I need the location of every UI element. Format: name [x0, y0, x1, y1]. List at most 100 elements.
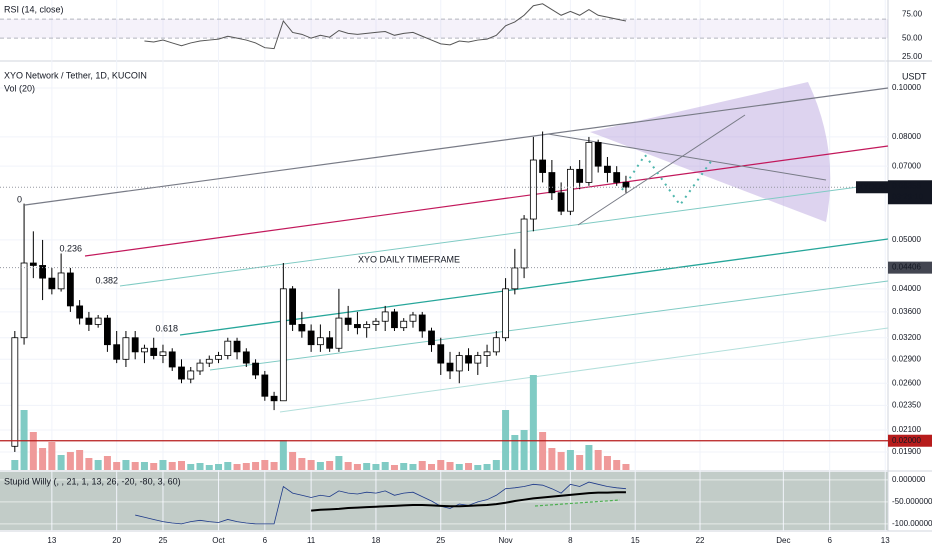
candle-body	[261, 374, 269, 397]
y-tick-label: 25.00	[902, 52, 923, 61]
fib-label: 0.382	[95, 275, 118, 285]
volume-bar	[400, 463, 408, 470]
price-tag-label: 0.04406	[892, 263, 921, 272]
y-tick-label: 0.05000	[892, 235, 921, 244]
volume-bar	[603, 456, 611, 470]
candle-body	[242, 351, 250, 364]
candle-body	[20, 262, 28, 339]
volume-bar	[66, 452, 74, 470]
x-tick-label: 22	[696, 536, 705, 545]
volume-bar	[233, 464, 241, 470]
countdown: 03:29:10	[892, 192, 924, 201]
candle-body	[529, 159, 537, 220]
x-tick-label: 6	[827, 536, 832, 545]
volume-bar	[585, 445, 593, 470]
candle-body	[446, 362, 454, 372]
axes: 13 20 25 Oct 6 11 18 25 Nov 8 15 22 Dec 6 13 0.10000 0.0…	[47, 9, 932, 545]
x-tick-label: 18	[371, 536, 380, 545]
volume-bar	[326, 461, 334, 470]
y-tick-label: -50.000000	[892, 497, 932, 506]
candle-body	[557, 192, 565, 212]
oscillator-line	[135, 481, 626, 525]
volume-bar	[168, 462, 176, 470]
price-tag	[888, 261, 932, 274]
x-tick-label: 13	[881, 536, 890, 545]
volume-bar	[539, 432, 547, 470]
volume-bar	[140, 462, 148, 470]
oscillator-line	[311, 491, 626, 512]
volume-bar	[11, 460, 19, 470]
candle-body	[409, 314, 417, 322]
x-tick-label: Nov	[498, 536, 512, 545]
candle-body	[604, 165, 611, 173]
candle-body	[196, 362, 204, 372]
fan	[590, 82, 831, 222]
candle-body	[122, 337, 130, 360]
candle-body	[187, 370, 195, 380]
grid	[0, 0, 888, 531]
volume-bar	[622, 464, 630, 470]
candle-body	[113, 344, 121, 360]
wedge-line	[547, 133, 827, 181]
volume-bar	[363, 463, 371, 470]
volume-bar	[122, 460, 130, 470]
candle-body	[316, 337, 324, 346]
candle-body	[594, 142, 602, 167]
rsi-title: RSI (14, close)	[4, 4, 64, 14]
volume-bar	[344, 462, 352, 470]
candle-body	[363, 324, 371, 329]
volume-bar	[261, 460, 269, 470]
marks	[0, 3, 888, 525]
volume-bar	[289, 452, 297, 470]
candle-body	[215, 355, 222, 360]
volume-bar	[252, 462, 260, 470]
divergence-line	[534, 499, 621, 507]
volume-bar	[196, 463, 204, 470]
candle-body	[344, 317, 352, 325]
x-tick-label: Dec	[776, 536, 790, 545]
candle-body	[566, 168, 574, 212]
candle-body	[400, 320, 408, 329]
candle-body	[270, 395, 278, 402]
volume-bar	[474, 465, 482, 470]
fib-label: 0	[17, 194, 22, 204]
candle-body	[585, 142, 593, 183]
volume-bar	[566, 450, 574, 470]
pitchfork-line	[119, 182, 889, 287]
volume-bar	[390, 465, 398, 470]
volume-bar	[150, 463, 158, 470]
volume-bar	[409, 464, 417, 470]
chart-title: XYO Network / Tether, 1D, KUCOIN	[4, 70, 147, 80]
candle-body	[85, 317, 93, 325]
pitchfork-line	[279, 327, 889, 413]
volume-bar	[103, 456, 111, 470]
candle-body	[372, 320, 380, 325]
fib-label: 0.236	[59, 243, 82, 253]
pitchfork-line	[179, 238, 889, 336]
candle-body	[131, 337, 139, 353]
x-tick-label: 25	[436, 536, 445, 545]
volume-bar	[353, 464, 361, 470]
volume-bar	[205, 465, 213, 470]
price-tag-label: 0.02000	[892, 436, 921, 445]
candle-body	[252, 362, 259, 376]
candle-body	[11, 337, 19, 447]
annotation: XYO DAILY TIMEFRAME	[358, 254, 460, 264]
volume-bar	[483, 464, 491, 470]
pitchfork-median	[84, 145, 889, 257]
candle-body	[511, 267, 519, 290]
drawings: 0 0.236 0.382 0.618	[17, 82, 889, 507]
volume-bar	[307, 460, 315, 470]
candle-body	[354, 324, 361, 329]
volume-bar	[48, 442, 56, 470]
volume-bar	[57, 455, 65, 470]
candle-body	[474, 355, 482, 364]
volume-bar	[39, 448, 47, 470]
volume-bar	[279, 440, 287, 470]
fib-label: 0.618	[155, 323, 178, 333]
volume-bar	[372, 464, 380, 470]
volume-bar	[502, 410, 510, 470]
volume-bar	[177, 461, 185, 470]
volume-bar	[298, 458, 306, 470]
